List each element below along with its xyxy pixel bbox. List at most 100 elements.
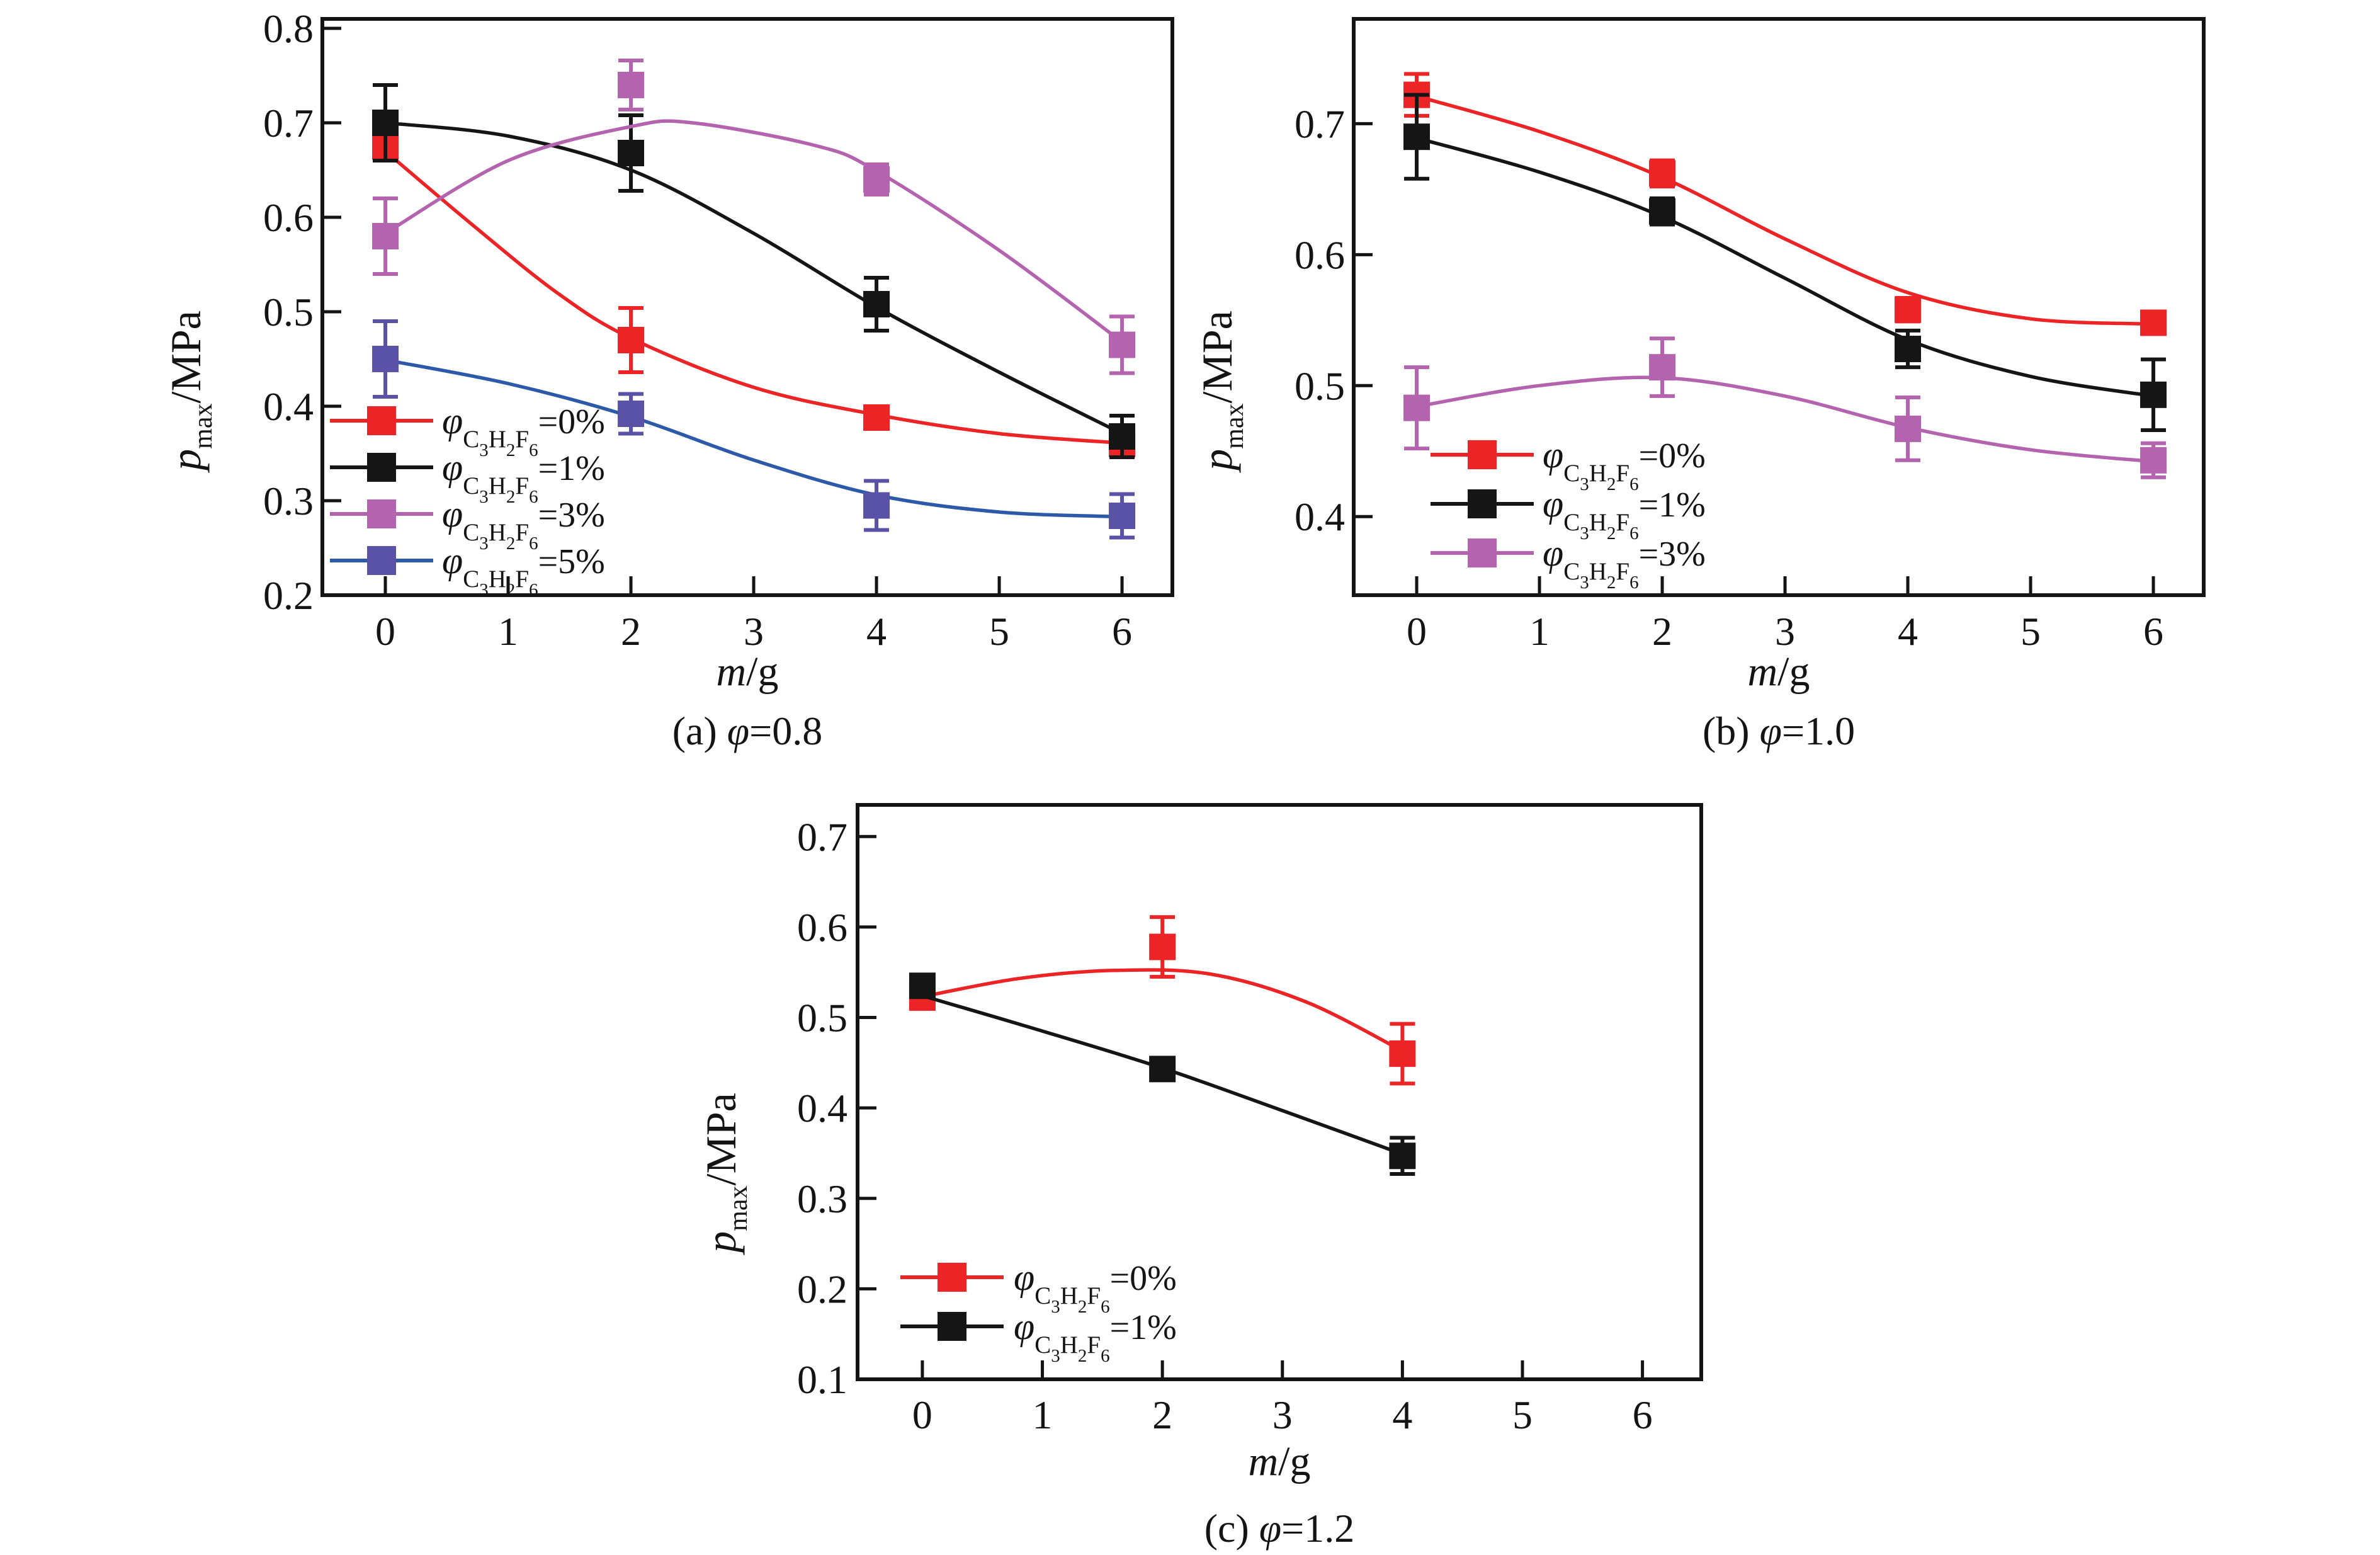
legend-marker-swatch	[938, 1263, 966, 1292]
y-axis-label: pmax/MPa	[697, 1093, 753, 1255]
data-point-marker	[1895, 415, 1922, 442]
x-tick-label: 1	[498, 609, 518, 654]
legend-marker-swatch	[1468, 440, 1497, 469]
y-tick-label: 0.4	[263, 384, 314, 429]
subplot-caption: (a) φ=0.8	[672, 709, 823, 753]
data-point-marker	[1389, 1142, 1416, 1170]
data-point-marker	[618, 140, 645, 166]
legend-marker-swatch	[1468, 538, 1497, 567]
data-point-marker	[1649, 160, 1676, 187]
data-point-marker	[372, 223, 399, 249]
y-tick-label: 0.6	[263, 195, 314, 240]
y-tick-label: 0.4	[1295, 494, 1345, 539]
chart-b: 0 1 2 3 4 5 6 0.4 0.5 0.6 0.7 φC3H2F6=0%φC3H2F6=1%φ…	[1193, 17, 2206, 753]
data-point-marker	[1649, 198, 1676, 225]
legend-label: φC3H2F6=5%	[442, 540, 605, 600]
series-curve	[1416, 136, 2154, 398]
data-point-marker	[618, 72, 645, 98]
data-point-marker	[2140, 447, 2167, 474]
data-point-marker	[2140, 381, 2167, 408]
y-tick-label: 0.7	[797, 814, 847, 859]
x-tick-label: 3	[744, 609, 764, 654]
legend-marker-swatch	[367, 546, 396, 575]
y-tick-label: 0.1	[797, 1357, 847, 1402]
y-tick-label: 0.5	[797, 996, 847, 1040]
x-tick-label: 0	[375, 609, 395, 654]
y-tick-label: 0.3	[263, 479, 314, 523]
x-tick-label: 0	[912, 1393, 932, 1437]
plot-frame	[320, 17, 1174, 597]
data-point-marker	[1109, 331, 1136, 358]
data-point-marker	[863, 492, 890, 519]
series-curve	[1416, 94, 2154, 326]
data-point-marker	[372, 110, 399, 136]
x-axis-label: m/g	[716, 649, 778, 695]
x-tick-label: 2	[1652, 609, 1672, 654]
x-tick-label: 5	[989, 609, 1009, 654]
data-point-marker	[1895, 296, 1922, 323]
legend-marker-swatch	[1468, 489, 1497, 518]
y-tick-label: 0.5	[1295, 363, 1345, 408]
series-curve	[922, 968, 1403, 1053]
y-tick-label: 0.3	[797, 1176, 847, 1221]
x-axis-label: m/g	[1248, 1438, 1310, 1484]
legend-label: φC3H2F6=1%	[442, 447, 605, 507]
data-point-marker	[618, 327, 645, 353]
data-point-marker	[1149, 1056, 1176, 1083]
x-axis-label: m/g	[1747, 649, 1810, 695]
data-point-marker	[372, 346, 399, 372]
legend-marker-swatch	[367, 406, 396, 435]
y-tick-label: 0.7	[263, 101, 314, 145]
legend-label: φC3H2F6=3%	[1543, 532, 1706, 593]
legend-marker-swatch	[938, 1312, 966, 1341]
legend-marker-swatch	[367, 499, 396, 528]
data-point-marker	[1403, 394, 1431, 421]
legend-label: φC3H2F6=3%	[442, 493, 605, 554]
y-tick-label: 0.6	[797, 905, 847, 950]
data-point-marker	[863, 404, 890, 431]
data-point-marker	[1109, 423, 1136, 450]
legend-label: φC3H2F6=1%	[1543, 483, 1706, 544]
y-tick-label: 0.6	[1295, 232, 1345, 277]
y-tick-label: 0.7	[1295, 101, 1345, 146]
data-point-marker	[2140, 309, 2167, 336]
x-tick-label: 6	[1633, 1393, 1653, 1437]
x-tick-label: 4	[1392, 1393, 1412, 1437]
legend-label: φC3H2F6=0%	[1543, 434, 1706, 494]
legend-label: φC3H2F6=0%	[442, 400, 605, 460]
legend-label: φC3H2F6=0%	[1014, 1256, 1177, 1317]
x-tick-label: 3	[1272, 1393, 1293, 1437]
x-tick-label: 5	[2020, 609, 2041, 654]
y-tick-label: 0.5	[263, 290, 314, 334]
data-point-marker	[1149, 933, 1176, 960]
x-tick-label: 0	[1407, 609, 1427, 654]
y-tick-label: 0.2	[263, 573, 314, 618]
data-point-marker	[618, 401, 645, 427]
legend-label: φC3H2F6=1%	[1014, 1306, 1177, 1366]
data-point-marker	[909, 972, 936, 1000]
y-tick-label: 0.4	[797, 1086, 847, 1131]
subplot-caption: (c) φ=1.2	[1204, 1506, 1355, 1551]
subplot-caption: (b) φ=1.0	[1703, 709, 1855, 753]
x-tick-label: 1	[1529, 609, 1550, 654]
x-tick-label: 4	[1898, 609, 1918, 654]
data-point-marker	[1649, 354, 1676, 381]
series-curve	[1416, 375, 2154, 464]
y-axis-label: pmax/MPa	[162, 310, 218, 473]
chart-c: 0 1 2 3 4 5 6 0.1 0.2 0.3 0.4 0.5 0.6 0.7 φC3H2F6=0%φC…	[697, 803, 1703, 1551]
data-point-marker	[1109, 503, 1136, 529]
data-point-marker	[1403, 123, 1431, 151]
data-point-marker	[1895, 336, 1922, 363]
series-curve	[384, 119, 1123, 344]
x-tick-label: 6	[2143, 609, 2163, 654]
series-curve	[385, 358, 1123, 519]
plot-frame	[856, 803, 1703, 1381]
series-curve	[385, 121, 1123, 435]
plot-frame	[1352, 17, 2206, 597]
data-point-marker	[1389, 1040, 1416, 1067]
y-tick-label: 0.8	[263, 6, 314, 51]
y-tick-label: 0.2	[797, 1267, 847, 1311]
x-tick-label: 1	[1033, 1393, 1053, 1437]
x-tick-label: 4	[866, 609, 887, 654]
